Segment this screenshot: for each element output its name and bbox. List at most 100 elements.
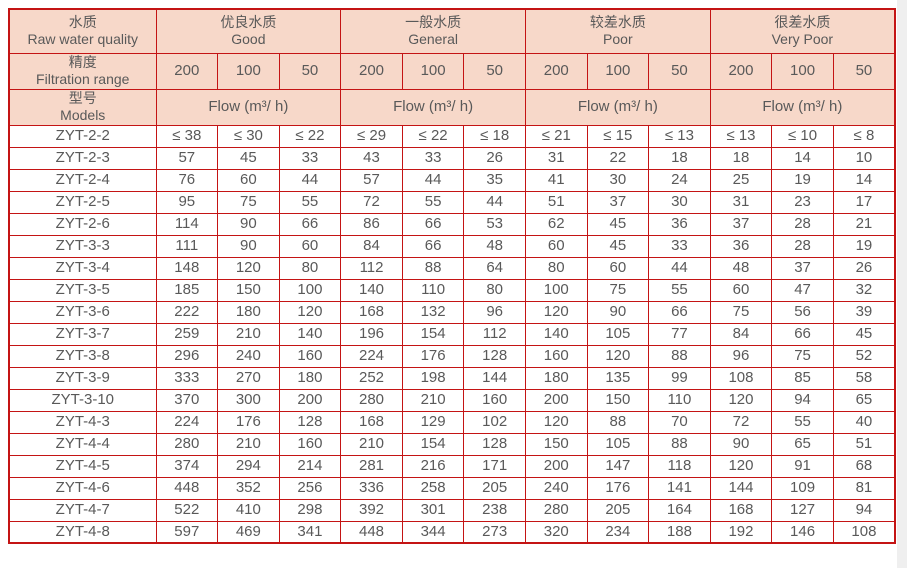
flow-value-cell: 216 bbox=[401, 454, 465, 478]
flow-value-cell: 132 bbox=[401, 300, 465, 324]
flow-value-cell: 60 bbox=[524, 234, 588, 258]
flow-value-cell: 164 bbox=[648, 498, 711, 522]
flow-value-cell: 30 bbox=[648, 190, 711, 214]
flow-value-cell: 114 bbox=[155, 212, 219, 236]
flow-value-cell: ≤ 8 bbox=[832, 124, 896, 148]
flow-value-cell: 180 bbox=[278, 366, 342, 390]
flow-value-cell: 56 bbox=[771, 300, 834, 324]
header-quality-good-en: Good bbox=[231, 31, 266, 48]
header-quality-very-poor-zh: 很差水质 bbox=[774, 14, 831, 31]
flow-value-cell: 33 bbox=[401, 146, 465, 170]
flow-value-cell: 35 bbox=[463, 168, 526, 192]
flow-value-cell: 33 bbox=[648, 234, 711, 258]
table-row-zyt-2-4: ZYT-2-4 76 60 44 57 44 35 41 30 24 25 19 14 bbox=[8, 168, 896, 192]
flow-value-cell: 99 bbox=[648, 366, 711, 390]
flow-value-cell: 448 bbox=[155, 476, 219, 500]
flow-value-cell: 44 bbox=[648, 256, 711, 280]
flow-value-cell: 140 bbox=[524, 322, 588, 346]
flow-value-cell: 129 bbox=[401, 410, 465, 434]
flow-value-cell: 14 bbox=[832, 168, 896, 192]
header-quality-good-zh: 优良水质 bbox=[220, 14, 277, 31]
flow-value-cell: 294 bbox=[217, 454, 280, 478]
flow-value-cell: 160 bbox=[278, 432, 342, 456]
header-quality-general-en: General bbox=[408, 31, 458, 48]
flow-value-cell: 224 bbox=[155, 410, 219, 434]
precision-poor-50: 50 bbox=[648, 52, 711, 90]
model-cell: ZYT-2-4 bbox=[8, 168, 157, 192]
flow-value-cell: 88 bbox=[586, 410, 650, 434]
model-cell: ZYT-4-8 bbox=[8, 520, 157, 544]
flow-value-cell: ≤ 18 bbox=[463, 124, 526, 148]
header-row-quality: 水质 Raw water quality 优良水质 Good 一般水质 Gene… bbox=[8, 8, 896, 54]
model-cell: ZYT-4-3 bbox=[8, 410, 157, 434]
table-row-zyt-4-6: ZYT-4-6 448 352 256 336 258 205 240 176 141 144 109… bbox=[8, 476, 896, 500]
flow-value-cell: 90 bbox=[586, 300, 650, 324]
flow-value-cell: ≤ 15 bbox=[586, 124, 650, 148]
flow-value-cell: 90 bbox=[217, 212, 280, 236]
flow-value-cell: 95 bbox=[155, 190, 219, 214]
flow-value-cell: 280 bbox=[340, 388, 403, 412]
flow-value-cell: 370 bbox=[155, 388, 219, 412]
table-row-zyt-3-3: ZYT-3-3 111 90 60 84 66 48 60 45 33 36 28 19 bbox=[8, 234, 896, 258]
flow-value-cell: 281 bbox=[340, 454, 403, 478]
flow-value-cell: 280 bbox=[155, 432, 219, 456]
flow-value-cell: 37 bbox=[709, 212, 773, 236]
flow-value-cell: 14 bbox=[771, 146, 834, 170]
flow-value-cell: 210 bbox=[401, 388, 465, 412]
precision-good-100: 100 bbox=[217, 52, 280, 90]
header-row-precision: 精度 Filtration range 200 100 50 200 100 5… bbox=[8, 52, 896, 90]
flow-value-cell: 128 bbox=[463, 432, 526, 456]
model-cell: ZYT-4-7 bbox=[8, 498, 157, 522]
flow-value-cell: 28 bbox=[771, 212, 834, 236]
precision-very-poor-50: 50 bbox=[832, 52, 896, 90]
flow-value-cell: 80 bbox=[463, 278, 526, 302]
flow-value-cell: 234 bbox=[586, 520, 650, 544]
flow-value-cell: 23 bbox=[771, 190, 834, 214]
flow-value-cell: 60 bbox=[709, 278, 773, 302]
flow-value-cell: 256 bbox=[278, 476, 342, 500]
header-raw-water-quality-zh: 水质 bbox=[68, 14, 97, 31]
flow-value-cell: 252 bbox=[340, 366, 403, 390]
flow-value-cell: 105 bbox=[586, 322, 650, 346]
filtration-spec-table: 水质 Raw water quality 优良水质 Good 一般水质 Gene… bbox=[8, 8, 896, 544]
flow-value-cell: 96 bbox=[463, 300, 526, 324]
flow-value-cell: 224 bbox=[340, 344, 403, 368]
flow-value-cell: 72 bbox=[340, 190, 403, 214]
flow-value-cell: 31 bbox=[709, 190, 773, 214]
table-row-zyt-3-10: ZYT-3-10 370 300 200 280 210 160 200 150 110 120 94… bbox=[8, 388, 896, 412]
flow-value-cell: 222 bbox=[155, 300, 219, 324]
flow-value-cell: 192 bbox=[709, 520, 773, 544]
flow-value-cell: 108 bbox=[709, 366, 773, 390]
flow-value-cell: 200 bbox=[524, 454, 588, 478]
flow-value-cell: 52 bbox=[832, 344, 896, 368]
flow-value-cell: 168 bbox=[340, 410, 403, 434]
flow-value-cell: 238 bbox=[463, 498, 526, 522]
table-row-zyt-4-8: ZYT-4-8 597 469 341 448 344 273 320 234 188 192 146… bbox=[8, 520, 896, 544]
table-row-zyt-2-2: ZYT-2-2 ≤ 38 ≤ 30 ≤ 22 ≤ 29 ≤ 22 ≤ 18 ≤ 21 ≤ 15 ≤… bbox=[8, 124, 896, 148]
flow-value-cell: ≤ 13 bbox=[648, 124, 711, 148]
flow-value-cell: 70 bbox=[648, 410, 711, 434]
page-right-gutter bbox=[897, 0, 907, 568]
flow-value-cell: 90 bbox=[217, 234, 280, 258]
flow-value-cell: 205 bbox=[586, 498, 650, 522]
flow-value-cell: 55 bbox=[771, 410, 834, 434]
flow-value-cell: 298 bbox=[278, 498, 342, 522]
flow-value-cell: 120 bbox=[709, 454, 773, 478]
flow-value-cell: 60 bbox=[278, 234, 342, 258]
precision-poor-100: 100 bbox=[586, 52, 650, 90]
flow-value-cell: 22 bbox=[586, 146, 650, 170]
flow-value-cell: 280 bbox=[524, 498, 588, 522]
flow-value-cell: 18 bbox=[709, 146, 773, 170]
table-row-zyt-4-7: ZYT-4-7 522 410 298 392 301 238 280 205 164 168 127… bbox=[8, 498, 896, 522]
flow-value-cell: 80 bbox=[524, 256, 588, 280]
flow-value-cell: 270 bbox=[217, 366, 280, 390]
header-models: 型号 Models bbox=[8, 88, 157, 126]
header-filtration-range-en: Filtration range bbox=[36, 71, 130, 87]
flow-value-cell: 120 bbox=[586, 344, 650, 368]
flow-value-cell: 258 bbox=[401, 476, 465, 500]
flow-value-cell: 76 bbox=[155, 168, 219, 192]
precision-good-200: 200 bbox=[155, 52, 219, 90]
flow-value-cell: 110 bbox=[401, 278, 465, 302]
flow-value-cell: 88 bbox=[648, 344, 711, 368]
flow-value-cell: 128 bbox=[278, 410, 342, 434]
